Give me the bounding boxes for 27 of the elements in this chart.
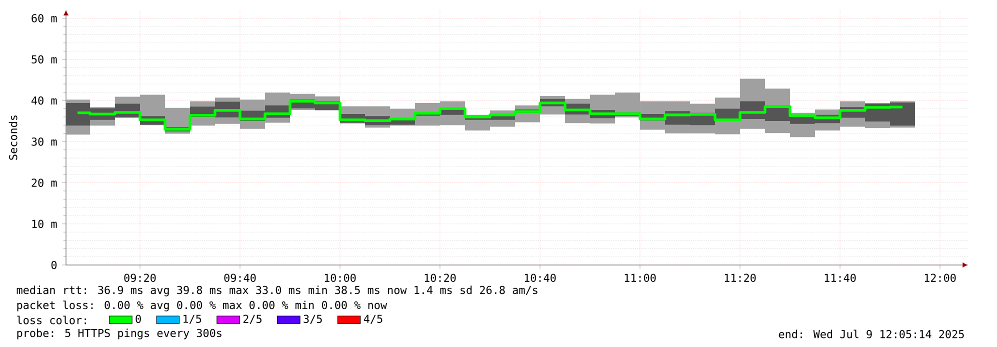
x-tick-label: 10:20 [424, 274, 456, 282]
y-tick-label: 20 m [32, 178, 57, 187]
y-tick-label: 10 m [32, 220, 57, 228]
legend-title: loss color: [17, 316, 86, 324]
legend-label: 1/5 [184, 314, 202, 324]
legend-label: 4/5 [364, 314, 382, 324]
legend-label: 0 [136, 314, 141, 324]
y-tick-label: 40 m [32, 96, 57, 105]
y-tick-label: 0 [51, 260, 57, 270]
x-tick-label: 11:20 [724, 274, 756, 282]
y-tick-label: 50 m [32, 55, 57, 64]
x-tick-label: 11:00 [624, 274, 656, 282]
x-tick-label: 10:00 [324, 274, 356, 282]
x-tick-label: 11:40 [824, 274, 856, 282]
x-tick-label: 09:40 [224, 274, 256, 282]
x-tick-label: 09:20 [124, 274, 156, 282]
y-axis-title: Seconds [8, 116, 18, 160]
text: packet loss: 0.00 % avg 0.00 % max 0.00 % min 0.00 % now [17, 300, 388, 312]
y-tick-label: 60 m [32, 14, 57, 22]
legend-label: 3/5 [304, 314, 322, 324]
text: end: Wed Jul 9 12:05:14 2025 [778, 330, 964, 338]
y-tick-label: 30 m [32, 137, 57, 146]
text: median rtt: 36.9 ms avg 39.8 ms max 33.0 ms min 38.5 ms now 1.4 ms sd 26.8 am/s [16, 286, 538, 296]
legend-label: 2/5 [243, 314, 262, 324]
text: probe: 5 HTTPS pings every 300s [17, 328, 222, 340]
x-tick-label: 12:00 [924, 274, 956, 282]
x-tick-label: 10:40 [524, 274, 556, 282]
